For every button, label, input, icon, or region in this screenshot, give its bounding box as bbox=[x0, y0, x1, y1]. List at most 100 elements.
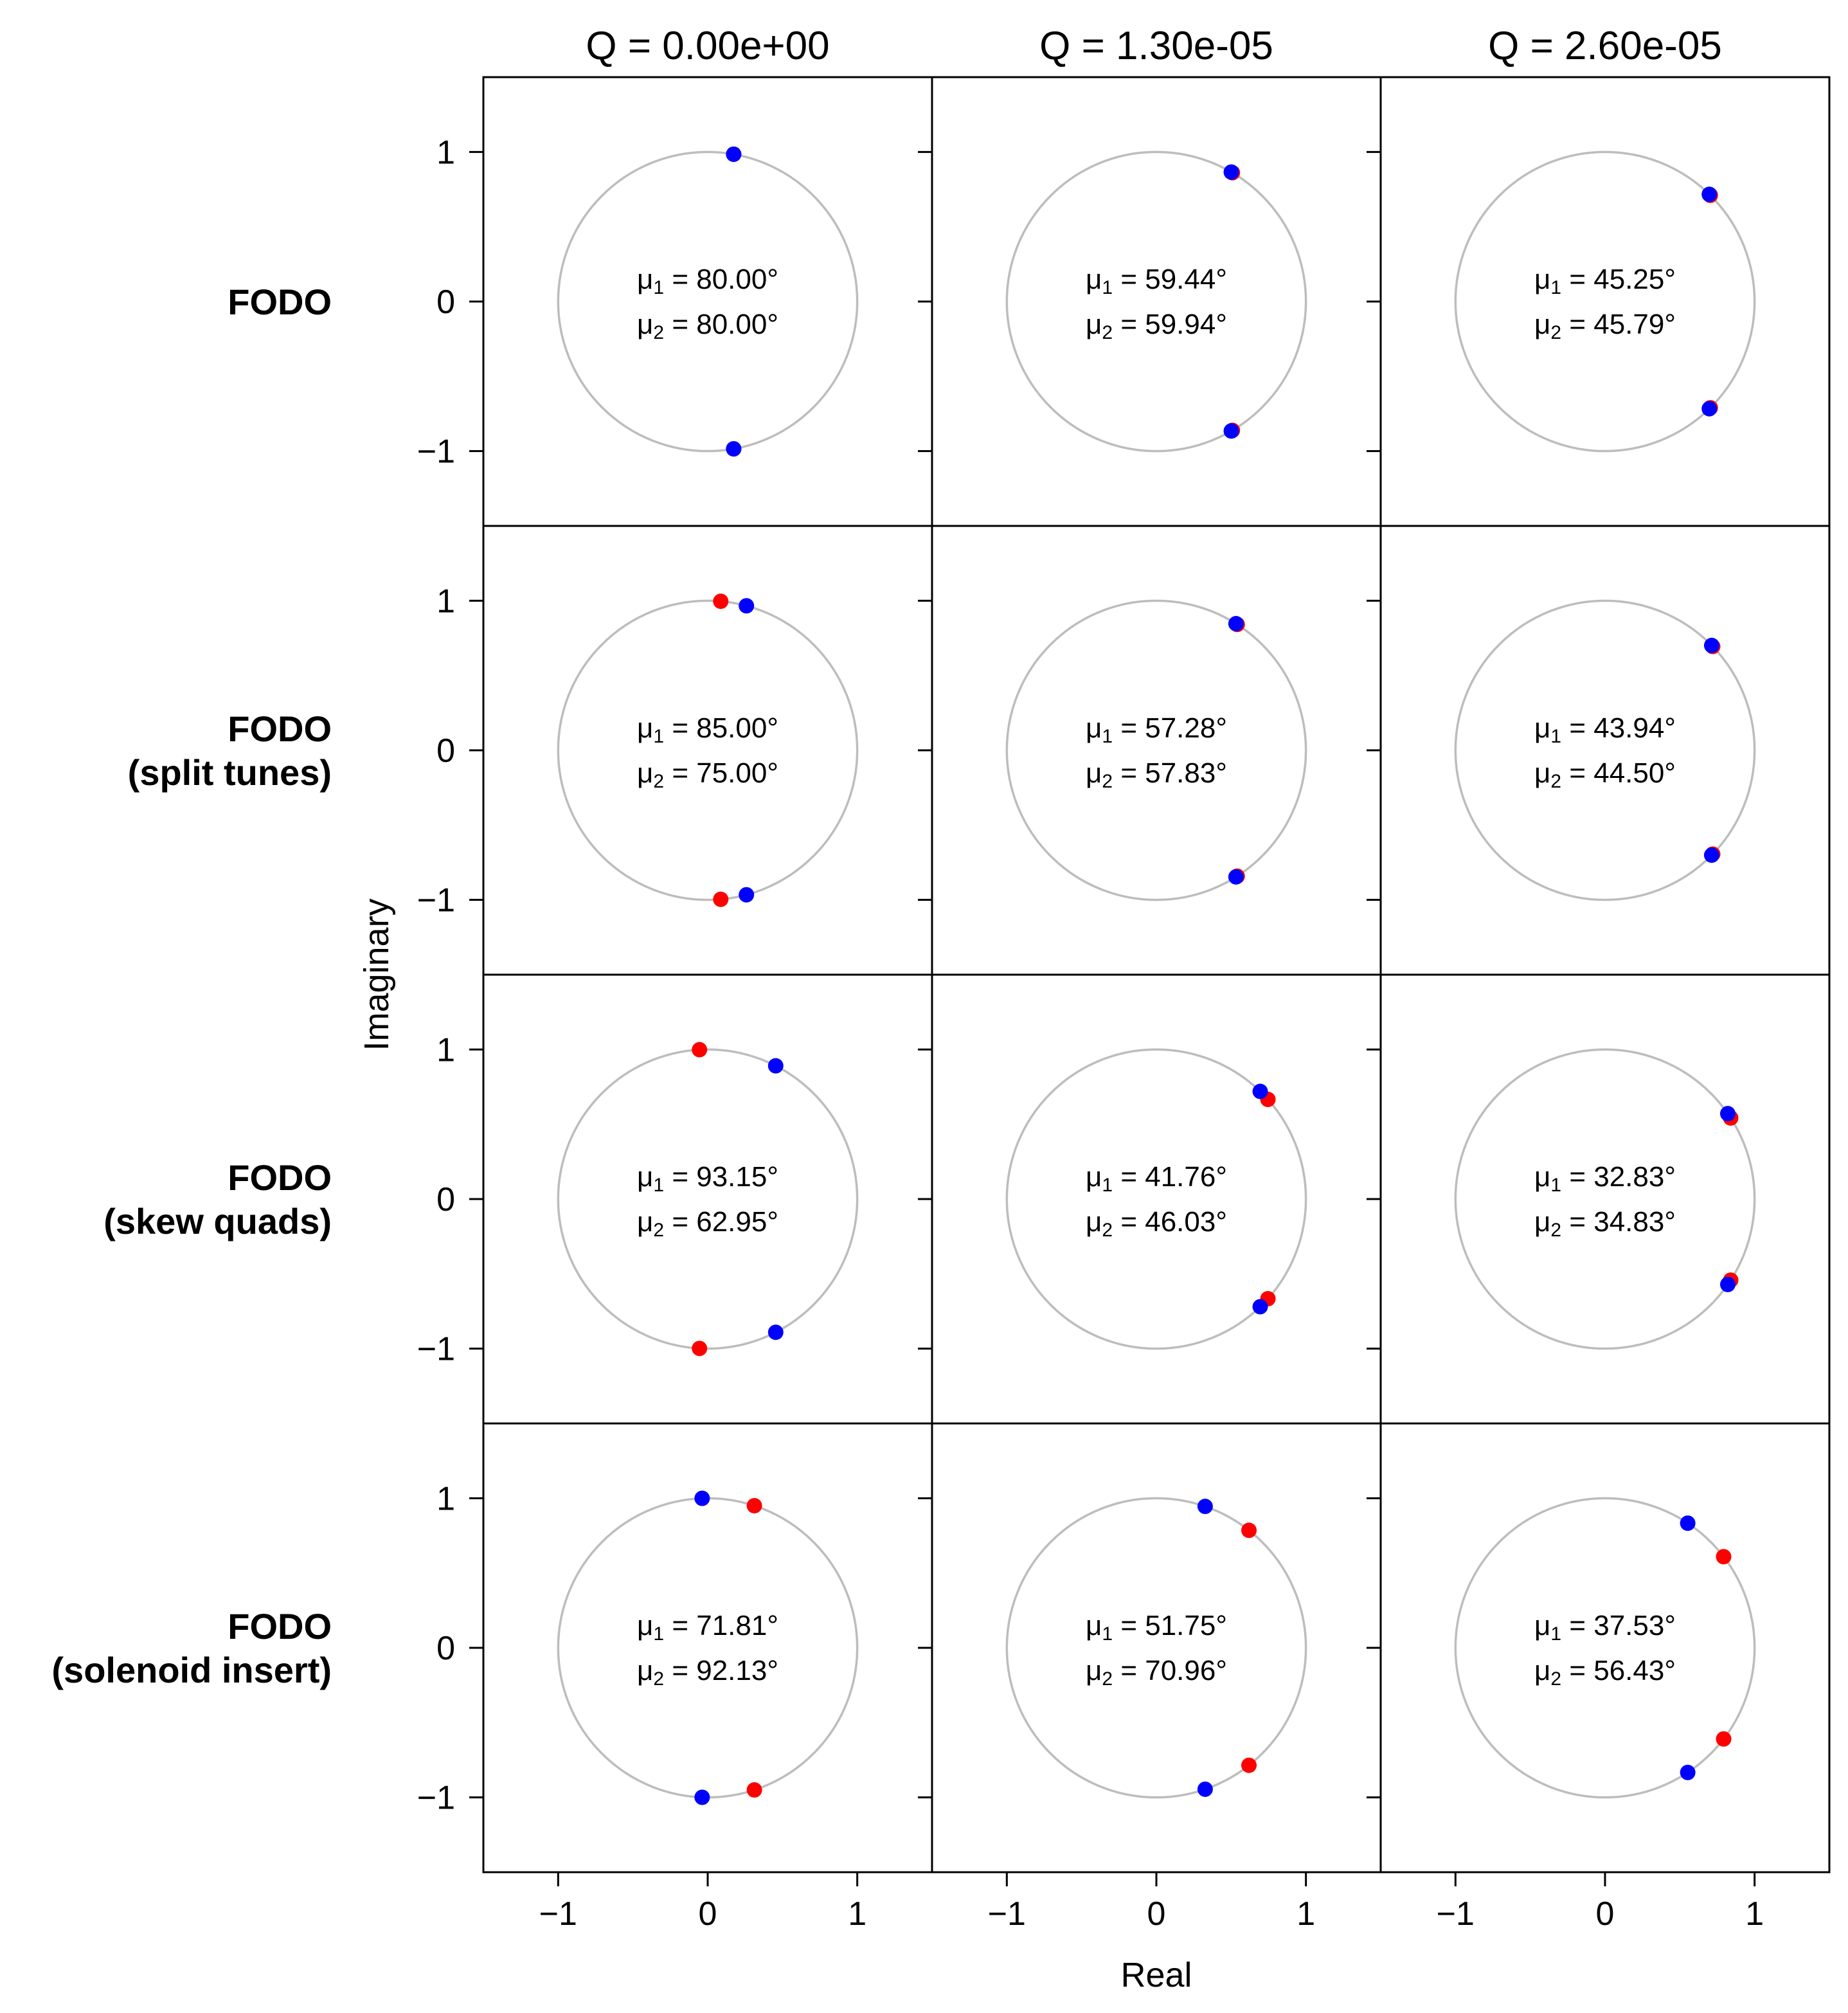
mu1-label: μ1 = 93.15° bbox=[637, 1161, 778, 1196]
unit-circle bbox=[557, 1048, 859, 1350]
mu2-label: μ2 = 59.94° bbox=[1086, 309, 1227, 343]
mu1-label: μ1 = 37.53° bbox=[1534, 1610, 1676, 1645]
panel-r3-c3: μ1 = 32.83° μ2 = 34.83° bbox=[1367, 973, 1831, 1425]
panel-frame bbox=[931, 973, 1382, 1425]
panel-frame bbox=[1379, 973, 1831, 1425]
eigenvalue-point-mode2-upper bbox=[1252, 1083, 1268, 1099]
mu1-label: μ1 = 85.00° bbox=[637, 712, 778, 747]
eigenvalue-point-mode2-upper bbox=[1223, 164, 1239, 180]
eigenvalue-point-mode2-lower bbox=[1197, 1781, 1213, 1797]
panel-frame bbox=[482, 525, 933, 976]
eigenvalue-point-mode1-lower bbox=[1241, 1757, 1257, 1773]
unit-circle bbox=[1005, 150, 1307, 453]
column-title: Q = 0.00e+00 bbox=[586, 24, 829, 68]
eigenvalue-point-mode1-lower bbox=[746, 1782, 762, 1798]
eigenvalue-point-mode1-upper bbox=[1716, 1549, 1732, 1565]
panel-frame bbox=[482, 76, 933, 527]
unit-circle bbox=[557, 1497, 859, 1799]
mu1-label: μ1 = 41.76° bbox=[1086, 1161, 1227, 1196]
mu1-label: μ1 = 51.75° bbox=[1086, 1610, 1227, 1645]
mu1-label: μ1 = 43.94° bbox=[1534, 712, 1676, 747]
eigenvalue-point-mode2-upper bbox=[1703, 637, 1719, 653]
y-tick-label: 0 bbox=[436, 1181, 455, 1218]
y-tick-label: −1 bbox=[417, 882, 455, 919]
eigenvalue-point-mode1-upper bbox=[713, 593, 729, 609]
eigenvalue-point-mode2-upper bbox=[1228, 616, 1244, 632]
panel-frame bbox=[482, 973, 933, 1425]
unit-circle bbox=[1454, 1048, 1756, 1350]
eigenvalue-point-mode2-upper bbox=[1701, 186, 1718, 203]
eigenvalue-point-mode2-upper bbox=[1680, 1515, 1696, 1531]
row-label: (split tunes) bbox=[128, 752, 332, 793]
y-tick-label: −1 bbox=[417, 1780, 455, 1817]
row-label: FODO bbox=[228, 1157, 332, 1198]
mu2-label: μ2 = 80.00° bbox=[637, 309, 778, 343]
eigenvalue-point-mode2-lower bbox=[1701, 401, 1718, 417]
eigenvalue-point-mode2-lower bbox=[1228, 869, 1244, 885]
y-tick-label: 1 bbox=[436, 134, 455, 171]
panel-r1-c2: μ1 = 59.44° μ2 = 59.94° bbox=[918, 76, 1382, 527]
mu2-label: μ2 = 57.83° bbox=[1086, 757, 1227, 792]
unit-circle bbox=[1454, 1497, 1756, 1799]
unit-circle bbox=[1005, 1497, 1307, 1799]
unit-circle bbox=[557, 150, 859, 453]
y-tick-label: −1 bbox=[417, 1331, 455, 1368]
eigenvalue-point-mode1-lower bbox=[692, 1340, 708, 1357]
y-axis-label: Imaginary bbox=[357, 898, 396, 1051]
eigenvalue-point-mode1-lower bbox=[713, 891, 729, 907]
mu1-label: μ1 = 71.81° bbox=[637, 1610, 778, 1645]
panel-r4-c3: μ1 = 37.53° μ2 = 56.43° −1 0 1 bbox=[1367, 1422, 1831, 1933]
panel-r1-c1: μ1 = 80.00° μ2 = 80.00° −1 0 1 bbox=[417, 76, 933, 527]
row-label: (skew quads) bbox=[103, 1201, 332, 1241]
panel-r2-c2: μ1 = 57.28° μ2 = 57.83° bbox=[918, 525, 1382, 976]
mu2-label: μ2 = 62.95° bbox=[637, 1206, 778, 1241]
eigenvalue-point-mode2-lower bbox=[694, 1789, 710, 1805]
column-title: Q = 1.30e-05 bbox=[1039, 24, 1273, 68]
eigenvalue-point-mode2-upper bbox=[739, 598, 755, 614]
eigenvalue-point-mode2-upper bbox=[726, 146, 742, 162]
x-tick-label: 0 bbox=[1596, 1895, 1615, 1933]
panel-frame bbox=[931, 525, 1382, 976]
panel-r4-c1: μ1 = 71.81° μ2 = 92.13° −1 0 1 −1 0 1 bbox=[417, 1422, 933, 1933]
eigenvalue-point-mode2-lower bbox=[739, 887, 755, 903]
eigenvalue-point-mode2-lower bbox=[1223, 423, 1239, 439]
unit-circle bbox=[1454, 599, 1756, 901]
panel-r3-c1: μ1 = 93.15° μ2 = 62.95° −1 0 1 bbox=[417, 973, 933, 1425]
eigenvalue-point-mode1-upper bbox=[692, 1042, 708, 1058]
mu1-label: μ1 = 59.44° bbox=[1086, 264, 1227, 298]
unit-circle bbox=[557, 599, 859, 901]
panel-r4-c2: μ1 = 51.75° μ2 = 70.96° −1 0 1 bbox=[918, 1422, 1382, 1933]
mu2-label: μ2 = 56.43° bbox=[1534, 1655, 1676, 1690]
mu2-label: μ2 = 45.79° bbox=[1534, 309, 1676, 343]
eigenvalue-point-mode2-lower bbox=[1680, 1764, 1696, 1780]
row-label: FODO bbox=[228, 1606, 332, 1647]
y-tick-label: 1 bbox=[436, 1031, 455, 1069]
mu2-label: μ2 = 46.03° bbox=[1086, 1206, 1227, 1241]
row-label: FODO bbox=[228, 282, 332, 322]
x-tick-label: −1 bbox=[988, 1895, 1026, 1933]
eigenvalue-point-mode2-upper bbox=[694, 1490, 710, 1506]
y-tick-label: 0 bbox=[436, 732, 455, 770]
unit-circle bbox=[1454, 150, 1756, 453]
mu2-label: μ2 = 92.13° bbox=[637, 1655, 778, 1690]
x-tick-label: 0 bbox=[1147, 1895, 1166, 1933]
panel-frame bbox=[931, 76, 1382, 527]
eigenvalue-point-mode2-upper bbox=[1197, 1499, 1213, 1515]
labels-layer: Real Imaginary Q = 0.00e+00 Q = 1.30e-05 Q… bbox=[51, 24, 1721, 1994]
panel-r1-c3: μ1 = 45.25° μ2 = 45.79° bbox=[1367, 76, 1831, 527]
unit-circle bbox=[1005, 599, 1307, 901]
eigenvalue-point-mode2-lower bbox=[1252, 1299, 1268, 1315]
x-tick-label: 0 bbox=[699, 1895, 717, 1933]
mu1-label: μ1 = 32.83° bbox=[1534, 1161, 1676, 1196]
panel-frame bbox=[1379, 1422, 1831, 1873]
mu2-label: μ2 = 75.00° bbox=[637, 757, 778, 792]
panel-r2-c3: μ1 = 43.94° μ2 = 44.50° bbox=[1367, 525, 1831, 976]
panel-r3-c2: μ1 = 41.76° μ2 = 46.03° bbox=[918, 973, 1382, 1425]
y-tick-label: 0 bbox=[436, 284, 455, 321]
eigenvalue-point-mode2-lower bbox=[1719, 1276, 1736, 1292]
x-tick-label: −1 bbox=[1437, 1895, 1475, 1933]
panel-frame bbox=[482, 1422, 933, 1873]
row-label: (solenoid insert) bbox=[51, 1650, 332, 1690]
eigenvalue-point-mode1-upper bbox=[746, 1497, 762, 1513]
